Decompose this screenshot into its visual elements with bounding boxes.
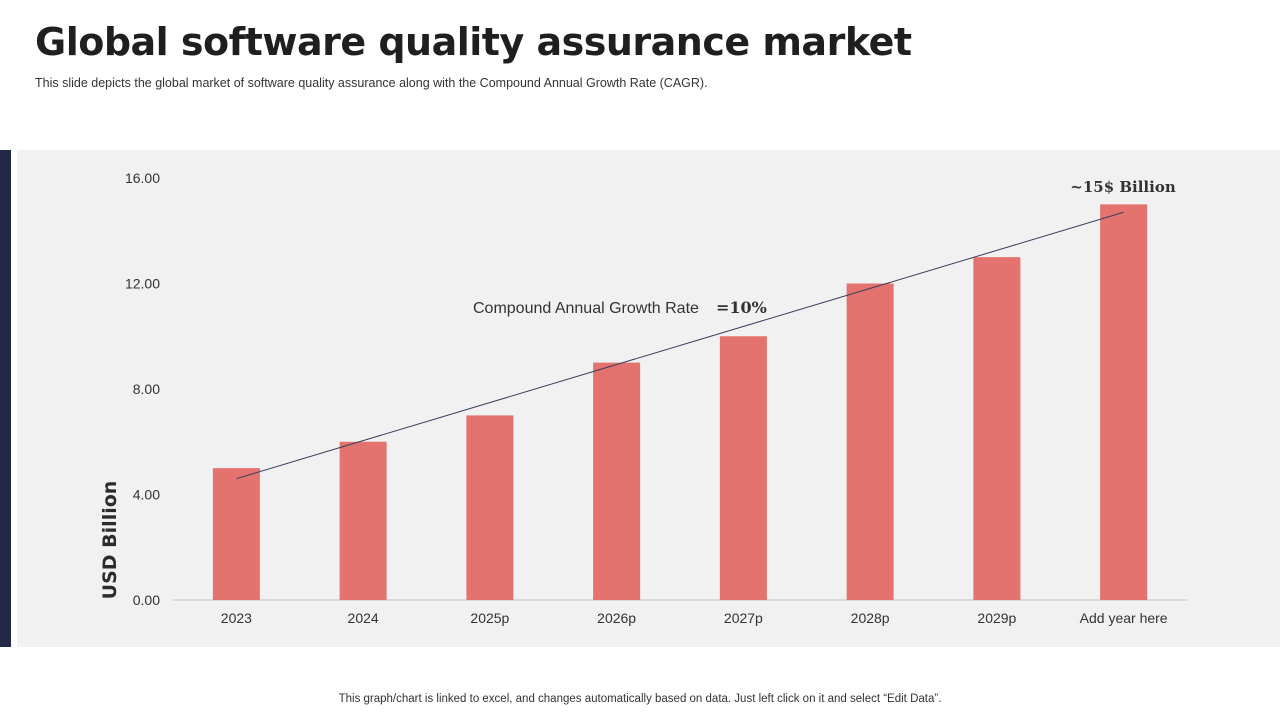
x-tick-label: 2026p	[597, 610, 636, 626]
end-value-label: ~15$ Billion	[1070, 178, 1176, 196]
cagr-value: =10%	[716, 298, 767, 317]
y-tick-label: 4.00	[133, 487, 160, 503]
x-tick-label: 2023	[221, 610, 252, 626]
accent-bar	[0, 150, 11, 647]
x-tick-label: 2025p	[470, 610, 509, 626]
x-tick-label: 2024	[348, 610, 379, 626]
bar	[466, 415, 514, 600]
y-tick-label: 0.00	[133, 592, 160, 608]
x-tick-label: 2028p	[851, 610, 890, 626]
chart-panel: USD Billion 0.00 4.00 8.00 12.00 16.00 2023 2…	[17, 150, 1280, 647]
bar	[719, 336, 767, 600]
bar	[212, 468, 260, 600]
bar-chart: USD Billion 0.00 4.00 8.00 12.00 16.00 2023 2…	[99, 170, 1187, 626]
y-axis-label: USD Billion	[99, 481, 121, 600]
bar	[339, 441, 387, 600]
y-tick-label: 8.00	[133, 381, 160, 397]
trend-line	[236, 211, 1124, 480]
bar	[1100, 204, 1148, 600]
footnote: This graph/chart is linked to excel, and…	[338, 693, 942, 705]
x-tick-label: 2029p	[977, 610, 1016, 626]
y-tick-label: 12.00	[125, 276, 160, 292]
page-subtitle: This slide depicts the global market of …	[35, 76, 708, 90]
x-tick-label: Add year here	[1080, 610, 1168, 626]
x-tick-label: 2027p	[724, 610, 763, 626]
bar	[846, 283, 894, 600]
cagr-label: Compound Annual Growth Rate	[473, 300, 699, 317]
y-tick-label: 16.00	[125, 170, 160, 186]
page-title: Global software quality assurance market	[35, 20, 912, 64]
bar	[593, 362, 641, 600]
bar	[973, 257, 1021, 600]
